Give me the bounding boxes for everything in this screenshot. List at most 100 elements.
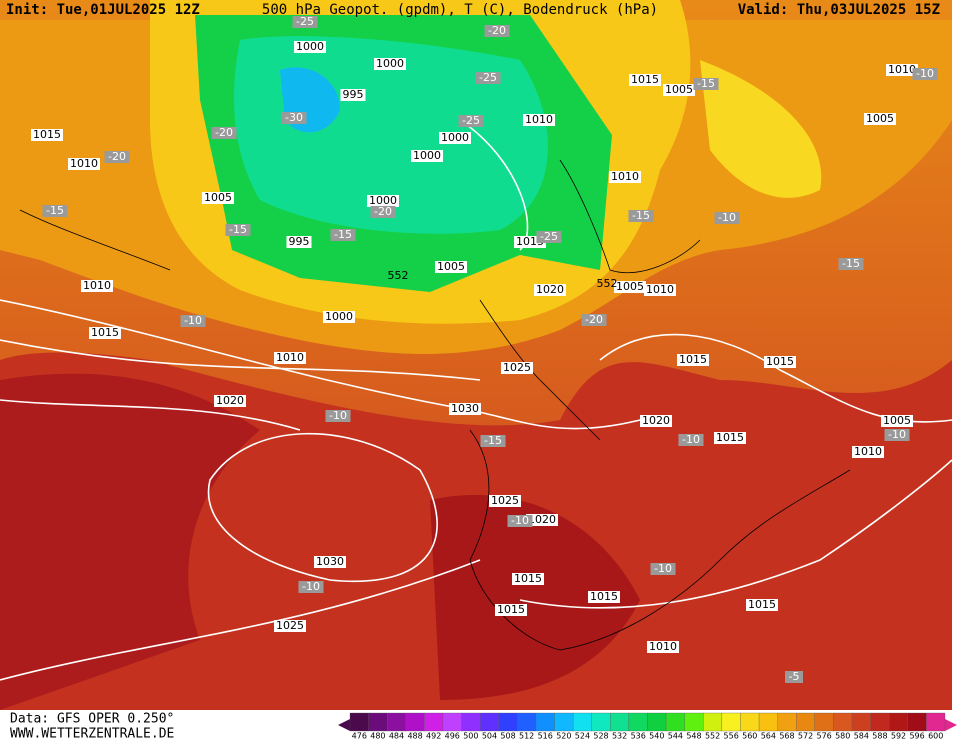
temperature-label-box [325, 410, 351, 422]
isobar-label-box [81, 280, 113, 292]
isobar-label: 1010 [83, 279, 111, 292]
scale-label: 528 [593, 732, 608, 741]
scale-swatch [907, 712, 927, 732]
scale-swatch [796, 712, 815, 732]
isobar-label: 1015 [497, 603, 525, 616]
isobar-label-box [609, 171, 641, 183]
isobar-label: 1010 [649, 640, 677, 653]
isobar-label: 1015 [91, 326, 119, 339]
scale-swatch [703, 712, 723, 732]
scale-label: 532 [612, 732, 627, 741]
isobar-label-box [411, 150, 443, 162]
isobar-label-box [274, 620, 306, 632]
isobar-label-box [647, 641, 679, 653]
scale-swatch [405, 712, 425, 732]
temperature-label: -10 [718, 211, 736, 224]
isobar-label: 1005 [866, 112, 894, 125]
scale-swatch [554, 712, 574, 732]
init-time: Init: Tue,01JUL2025 12Z [6, 2, 200, 18]
scale-label: 556 [724, 732, 739, 741]
isobar-label: 1020 [642, 414, 670, 427]
temperature-label: -15 [632, 209, 650, 222]
isobar-label-box [501, 362, 533, 374]
temperature-label-box [536, 231, 562, 243]
scale-swatch [721, 712, 741, 732]
isobar-label-box [286, 236, 312, 248]
temperature-label: -15 [697, 77, 715, 90]
isobar-label: 1010 [70, 157, 98, 170]
isobar-label: 1000 [441, 131, 469, 144]
scale-swatch [461, 712, 481, 732]
temperature-label: -5 [789, 670, 800, 683]
scale-label: 568 [779, 732, 794, 741]
temperature-label-box [225, 224, 251, 236]
isobar-label: 1015 [748, 598, 776, 611]
temperature-label: -10 [184, 314, 202, 327]
isobar-label-box [886, 64, 918, 76]
isobar-label: 1010 [276, 351, 304, 364]
temperature-label: -20 [215, 126, 233, 139]
temperature-label-box [507, 515, 533, 527]
geopotential-label: 552 [388, 269, 409, 282]
temperature-label: -10 [302, 580, 320, 593]
scale-swatch [517, 712, 537, 732]
isobar-label-box [663, 84, 695, 96]
isobar-label-box [374, 58, 406, 70]
isobar-label-box [677, 354, 709, 366]
isobar-label: 1015 [679, 353, 707, 366]
temperature-label: -15 [484, 434, 502, 447]
temperature-label-box [714, 212, 740, 224]
isobar-label: 1000 [325, 310, 353, 323]
isobar-label-box [852, 446, 884, 458]
isobar-label-box [274, 352, 306, 364]
scale-swatch [498, 712, 518, 732]
isobar-label: 995 [343, 88, 364, 101]
isobar-label-box [435, 261, 467, 273]
temperature-label-box [838, 258, 864, 270]
isobar-label: 1020 [216, 394, 244, 407]
temperature-label-box [104, 151, 130, 163]
scale-arrow-left [338, 719, 350, 731]
temperature-label: -20 [585, 313, 603, 326]
isobar-label-box [523, 114, 555, 126]
temperature-label: -10 [511, 514, 529, 527]
isobar-label: 1025 [491, 494, 519, 507]
scale-label: 512 [519, 732, 534, 741]
isobar-label-box [495, 604, 527, 616]
temperature-label-box [912, 68, 938, 80]
scale-label: 536 [631, 732, 646, 741]
isobar-label: 1025 [503, 361, 531, 374]
isobar-label: 995 [289, 235, 310, 248]
scale-label: 496 [445, 732, 460, 741]
scale-label: 580 [835, 732, 850, 741]
scale-label: 504 [482, 732, 497, 741]
scale-label: 576 [817, 732, 832, 741]
scale-label: 560 [742, 732, 757, 741]
isobar-label: 1005 [616, 280, 644, 293]
temperature-label-box [330, 229, 356, 241]
temperature-label-box [292, 16, 318, 28]
map-title: 500 hPa Geopot. (gpdm), T (C), Bodendruc… [262, 2, 658, 18]
site-name: WWW.WETTERZENTRALE.DE [10, 727, 174, 741]
temperature-label: -30 [285, 111, 303, 124]
isobar-label-box [340, 89, 366, 101]
temperature-label-box [628, 210, 654, 222]
scale-swatch [684, 712, 704, 732]
scale-label: 564 [761, 732, 776, 741]
isobar-label-box [367, 195, 399, 207]
temperature-label: -15 [334, 228, 352, 241]
isobar-label-box [614, 281, 646, 293]
isobar-label: 1015 [631, 73, 659, 86]
isobar-label: 1010 [888, 63, 916, 76]
isobar-label-box [489, 495, 521, 507]
isobar-label: 1005 [437, 260, 465, 273]
temperature-label-box [458, 115, 484, 127]
temperature-label-box [785, 671, 803, 683]
scale-swatch [814, 712, 834, 732]
scale-swatch [777, 712, 797, 732]
data-source: Data: GFS OPER 0.250° [10, 712, 174, 727]
scale-swatch [349, 712, 369, 732]
isobar-label-box [439, 132, 471, 144]
isobar-label: 1010 [611, 170, 639, 183]
